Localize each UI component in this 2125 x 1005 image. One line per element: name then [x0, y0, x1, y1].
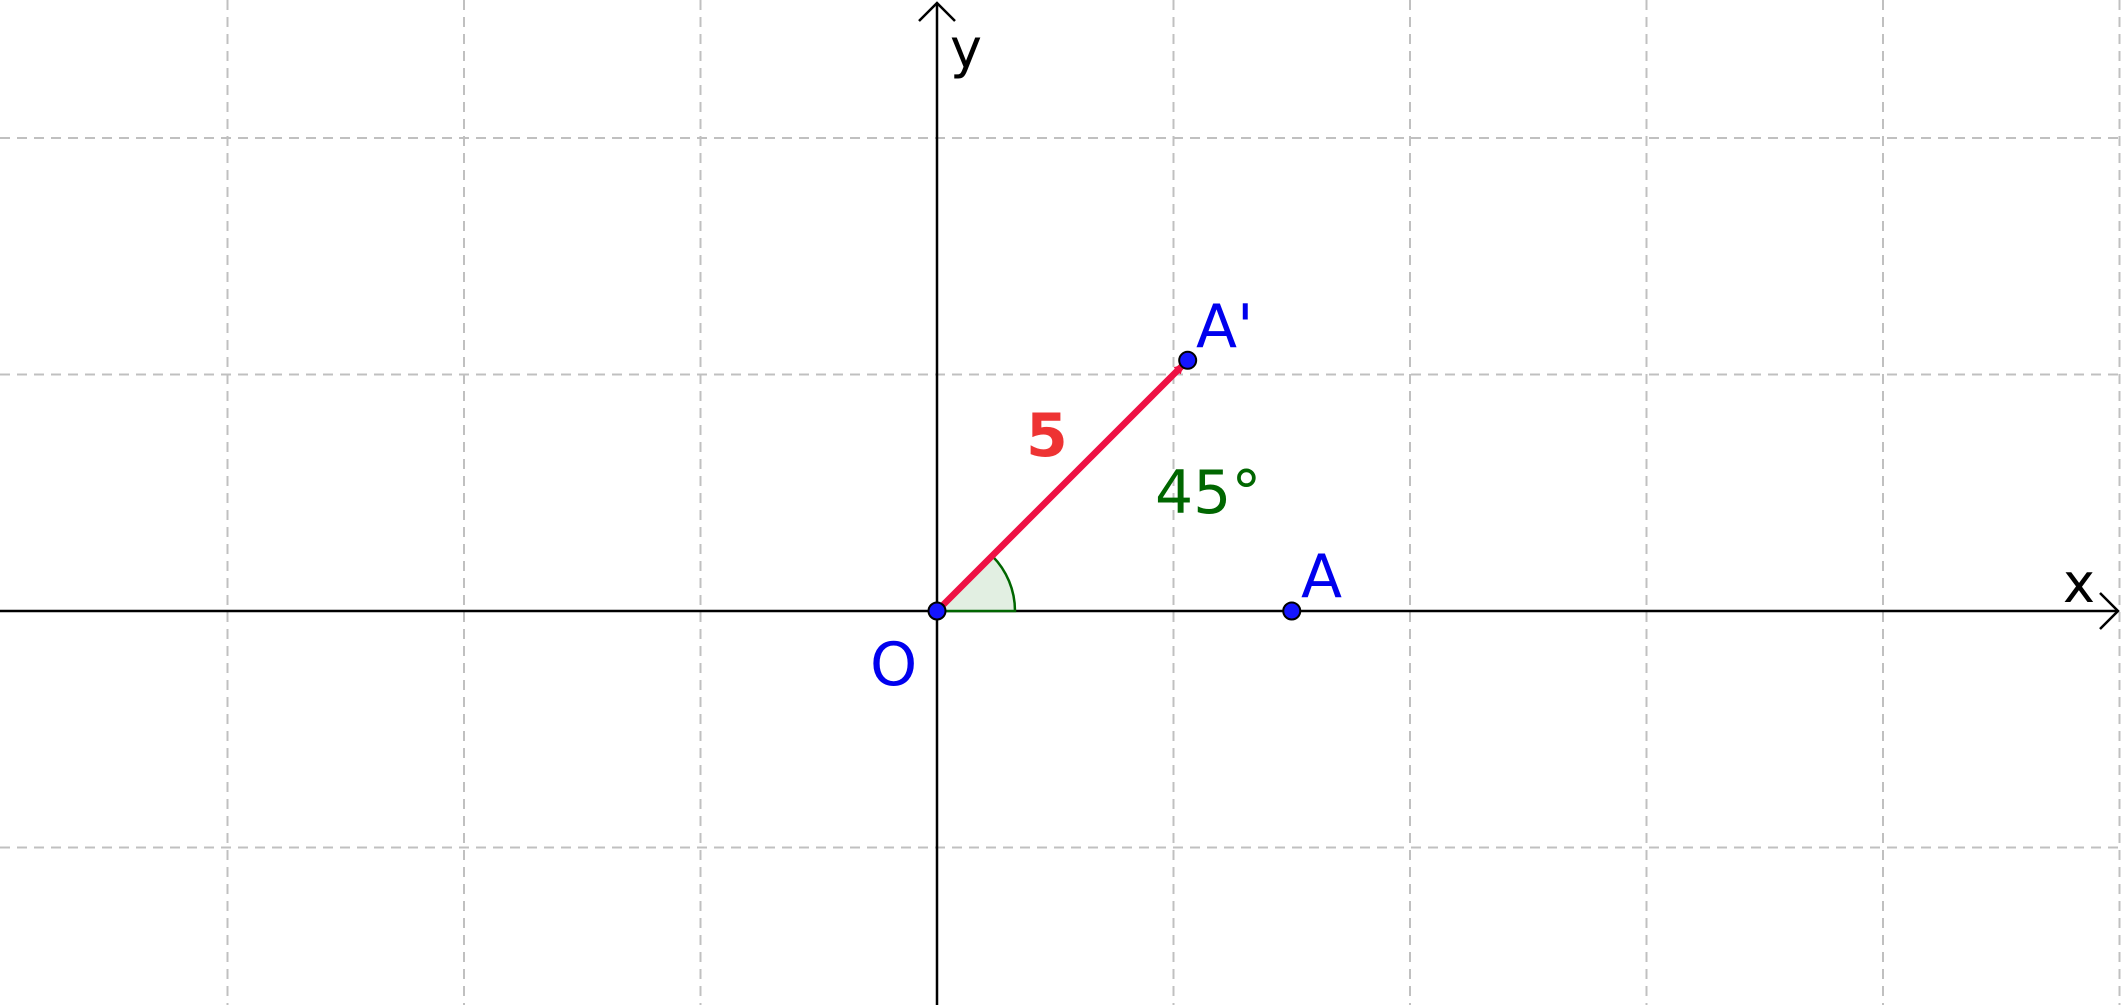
- angle-marker: 45°: [933, 458, 1261, 613]
- angle-label: 45°: [1155, 458, 1261, 528]
- point-a-prime[interactable]: [1178, 350, 1198, 370]
- vector: 5: [934, 362, 1186, 614]
- x-axis-arrow-icon: [2099, 592, 2120, 630]
- y-axis-arrow-icon: [918, 1, 956, 22]
- vector-oa-prime: [934, 362, 1186, 614]
- points: O A A': [870, 292, 1342, 700]
- point-o-label: O: [870, 630, 917, 700]
- point-a[interactable]: [1282, 601, 1302, 621]
- y-axis-label: y: [950, 17, 982, 80]
- vector-length-label: 5: [1026, 401, 1068, 471]
- point-a-label: A: [1301, 542, 1342, 612]
- x-axis-label: x: [2063, 552, 2095, 615]
- point-a-prime-label: A': [1196, 292, 1254, 362]
- point-o[interactable]: [927, 601, 947, 621]
